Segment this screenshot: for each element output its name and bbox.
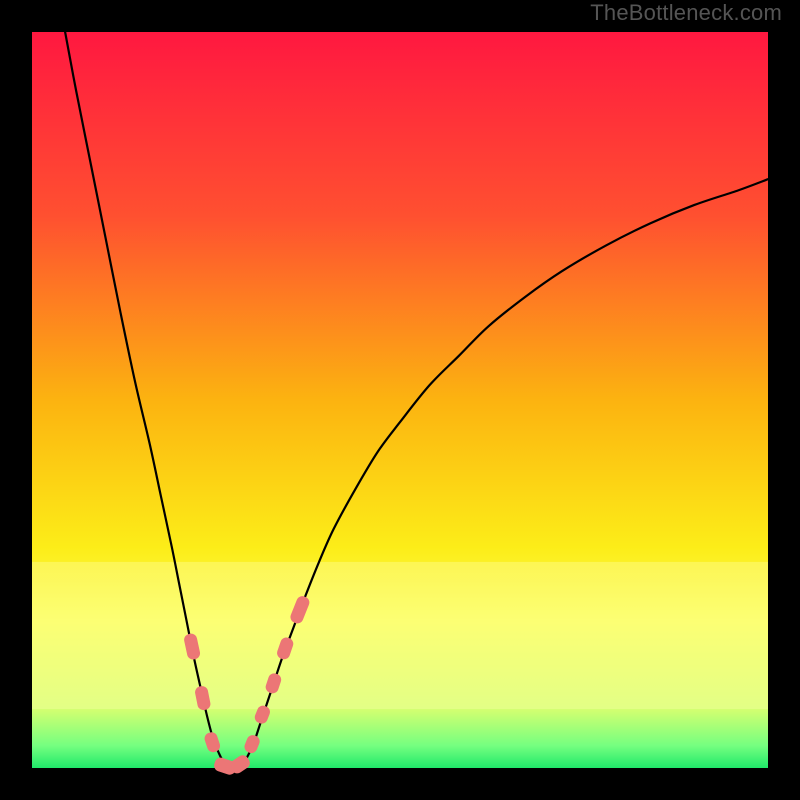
stage: TheBottleneck.com (0, 0, 800, 800)
pale-band (32, 562, 768, 709)
bottleneck-curve-chart (0, 0, 800, 800)
